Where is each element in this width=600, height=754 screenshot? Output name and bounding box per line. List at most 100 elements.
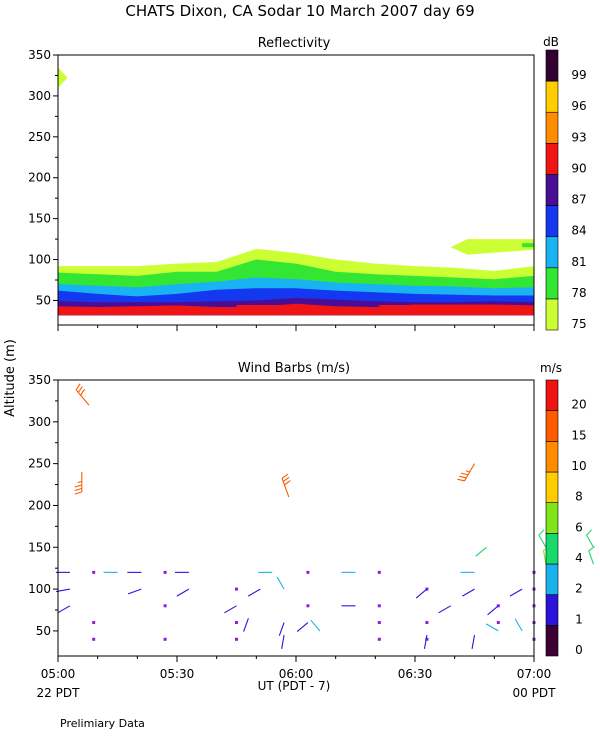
y-tick-label: 100 (28, 253, 51, 267)
wind-barb (415, 588, 428, 599)
calm-point (235, 587, 238, 591)
y-tick-label: 350 (28, 48, 51, 62)
x-tick-label: 07:00 (517, 667, 552, 681)
colorbar-swatch (545, 49, 559, 82)
colorbar-label: 15 (571, 428, 586, 442)
reflectivity-colorbar-unit: dB (543, 35, 559, 49)
wind-barb (278, 622, 285, 636)
wind-barbs-frame (57, 379, 535, 657)
colorbar-swatch (545, 267, 559, 300)
reflectivity-strong-echo (474, 305, 523, 309)
y-tick-label: 150 (28, 540, 51, 554)
wind-barb (127, 588, 142, 595)
wind-barb (74, 472, 83, 495)
calm-point (377, 570, 381, 574)
y-tick-label: 200 (28, 171, 51, 185)
calm-point (163, 604, 167, 608)
colorbar-swatch (545, 298, 559, 331)
colorbar-label: 1 (575, 612, 583, 626)
colorbar-label: 84 (571, 224, 586, 238)
wind-barb (485, 623, 499, 632)
colorbar-swatch (545, 111, 559, 144)
calm-point (377, 637, 381, 641)
reflectivity-strong-echo (379, 305, 439, 309)
y-tick-label: 300 (28, 415, 51, 429)
reflectivity-x-ticks (57, 325, 535, 331)
wind-barb (296, 622, 309, 632)
colorbar-swatch (545, 502, 559, 534)
wind-barb (438, 605, 451, 614)
wind-barb (423, 634, 428, 649)
y-tick-label: 50 (36, 624, 51, 638)
y-tick-label: 250 (28, 130, 51, 144)
calm-point (163, 637, 167, 641)
colorbar-label: 2 (575, 582, 583, 596)
wind-barb (75, 383, 90, 406)
calm-point (92, 621, 96, 625)
colorbar-label: 10 (571, 459, 586, 473)
colorbar-swatch (545, 236, 559, 269)
reflectivity-patch-upper (58, 67, 68, 88)
wind-barb (176, 588, 190, 597)
colorbar-swatch (545, 594, 559, 626)
reflectivity-colorbar: 75 78 81 84 87 90 93 96 99 (545, 49, 587, 331)
reflectivity-plot-area (58, 67, 534, 316)
calm-point (163, 570, 167, 574)
preliminary-data-note: Prelimiary Data (60, 717, 145, 730)
x-tick-label: 05:30 (160, 667, 195, 681)
colorbar-swatch (545, 441, 559, 473)
calm-point (92, 570, 96, 574)
colorbar-swatch (545, 174, 559, 206)
wind-barb (310, 619, 321, 632)
wind-y-ticks: 50 100 150 200 250 300 350 (28, 373, 58, 638)
wind-barb (586, 529, 594, 548)
reflectivity-patch-right-core (522, 243, 534, 248)
calm-point (496, 621, 500, 625)
colorbar-label: 20 (571, 398, 586, 412)
colorbar-label: 75 (571, 317, 586, 331)
wind-barb (243, 618, 249, 632)
calm-point (377, 621, 381, 625)
wind-barb (487, 605, 499, 616)
colorbar-swatch (545, 379, 559, 411)
wind-barb (471, 634, 476, 649)
colorbar-label: 78 (571, 286, 586, 300)
colorbar-label: 4 (575, 551, 583, 565)
y-tick-label: 350 (28, 373, 51, 387)
wind-barb (462, 588, 475, 597)
x-tick-label: 06:30 (398, 667, 433, 681)
colorbar-label: 87 (571, 193, 586, 207)
wind-barb (457, 463, 475, 482)
wind-colorbar: 0 1 2 4 6 8 10 15 20 (545, 379, 587, 657)
x-axis-label: UT (PDT - 7) (258, 679, 331, 693)
y-tick-label: 150 (28, 212, 51, 226)
colorbar-label: 8 (575, 490, 583, 504)
wind-barbs-plot-area (55, 383, 595, 649)
reflectivity-y-ticks: 50 100 150 200 250 300 350 (28, 48, 58, 307)
reflectivity-patch-right (450, 239, 534, 255)
calm-point (306, 570, 310, 574)
colorbar-swatch (545, 410, 559, 442)
calm-point (92, 637, 96, 641)
wind-barb (276, 576, 285, 590)
y-tick-label: 250 (28, 457, 51, 471)
colorbar-swatch (545, 625, 559, 657)
wind-barb (281, 473, 291, 498)
figure-title: CHATS Dixon, CA Sodar 10 March 2007 day … (125, 2, 474, 20)
colorbar-label: 81 (571, 255, 586, 269)
wind-barbs-title: Wind Barbs (m/s) (238, 361, 350, 376)
y-tick-label: 300 (28, 89, 51, 103)
calm-point (235, 621, 238, 625)
wind-barb (475, 546, 487, 557)
colorbar-swatch (545, 205, 559, 237)
calm-point (306, 604, 310, 608)
x-tick-label: 05:00 (41, 667, 76, 681)
y-tick-label: 50 (36, 293, 51, 307)
colorbar-label: 6 (575, 520, 583, 534)
calm-point (235, 637, 238, 641)
y-tick-label: 100 (28, 582, 51, 596)
wind-barb (224, 605, 237, 614)
